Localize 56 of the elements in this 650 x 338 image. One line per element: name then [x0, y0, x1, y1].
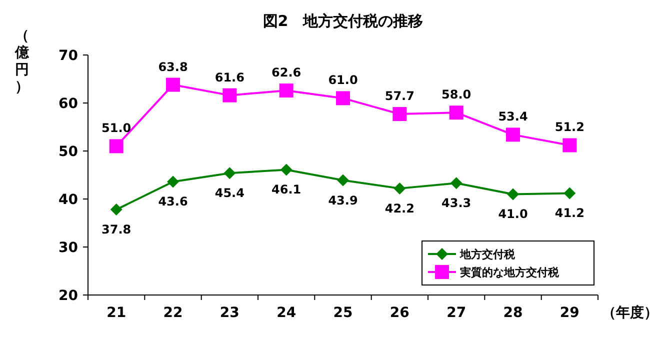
x-axis-title: （年度） [602, 304, 650, 321]
data-label: 61.0 [328, 73, 358, 88]
x-tick-label: 21 [106, 305, 126, 321]
y-tick-label: 50 [58, 144, 78, 160]
data-label: 58.0 [442, 88, 472, 102]
chart-title: 図2 地方交付税の推移 [262, 12, 424, 30]
y-tick-label: 20 [58, 288, 78, 304]
data-label: 41.0 [498, 207, 528, 222]
data-label: 51.0 [102, 121, 132, 136]
data-label: 53.4 [498, 110, 528, 124]
point [222, 88, 237, 102]
point [506, 128, 520, 142]
data-label: 51.2 [554, 120, 584, 134]
point [279, 84, 294, 98]
data-label: 41.2 [554, 206, 584, 220]
data-label: 57.7 [384, 89, 414, 104]
x-tick-label: 23 [220, 305, 240, 321]
x-tick-label: 29 [560, 305, 580, 321]
data-label: 61.6 [214, 70, 244, 84]
point [392, 107, 407, 122]
data-label: 43.3 [442, 196, 472, 210]
legend-label: 実質的な地方交付税 [459, 266, 560, 279]
x-tick-label: 24 [276, 305, 296, 321]
data-label: 43.6 [158, 194, 188, 209]
point [337, 174, 349, 186]
x-tick-label: 26 [390, 305, 410, 321]
point [110, 204, 122, 216]
y-tick-label: 40 [58, 192, 78, 208]
x-tick-label: 22 [163, 305, 183, 321]
data-label: 43.9 [328, 193, 358, 208]
data-label: 63.8 [158, 60, 188, 74]
y-axis-title: （億円） [14, 28, 30, 95]
x-tick-label: 25 [333, 305, 353, 321]
point [280, 164, 292, 176]
legend-label: 地方交付税 [459, 248, 516, 261]
y-tick-label: 60 [58, 96, 78, 112]
point [394, 182, 406, 194]
y-tick-label: 30 [58, 240, 78, 256]
x-tick-label: 27 [446, 305, 466, 321]
data-label: 46.1 [272, 182, 302, 197]
point [167, 176, 179, 188]
point [449, 106, 464, 120]
point [507, 188, 519, 200]
point [562, 138, 577, 152]
data-label: 62.6 [272, 66, 302, 80]
data-label: 42.2 [384, 201, 414, 216]
point [166, 78, 180, 92]
point [450, 177, 462, 190]
point [336, 91, 350, 106]
point [109, 139, 124, 154]
point [224, 167, 236, 180]
data-label: 37.8 [102, 222, 132, 237]
x-tick-label: 28 [503, 305, 523, 321]
y-tick-label: 70 [58, 48, 78, 64]
data-label: 45.4 [214, 186, 244, 200]
point [564, 187, 576, 200]
